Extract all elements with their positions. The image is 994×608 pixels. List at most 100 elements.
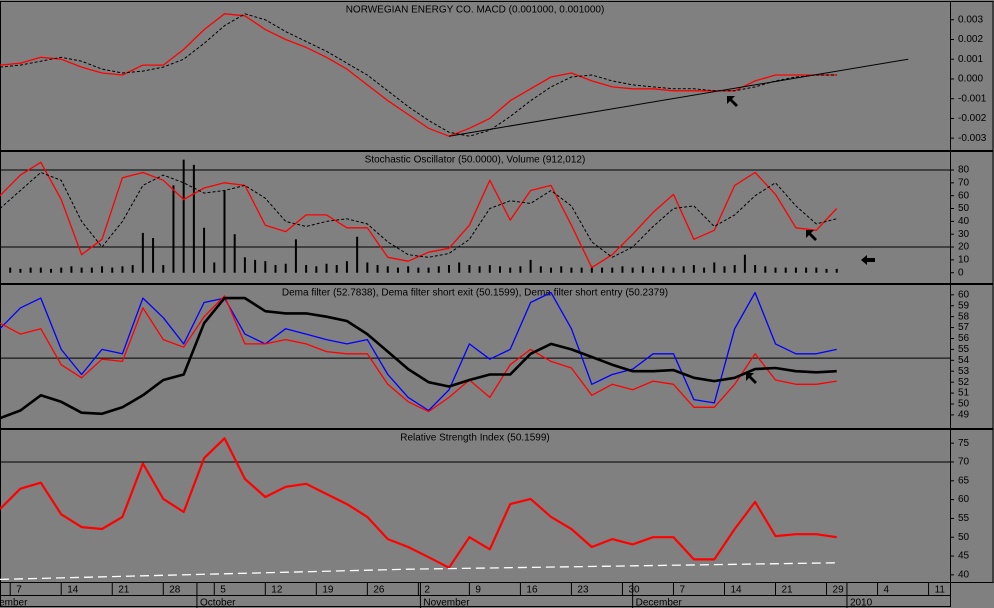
y-tick-label: 59 <box>958 300 970 311</box>
y-tick-label: -0.003 <box>958 133 987 144</box>
y-tick-label: 45 <box>958 551 970 562</box>
y-tick-label: 0.000 <box>958 74 983 85</box>
volume-bar <box>29 267 32 273</box>
volume-bar <box>121 266 124 273</box>
volume-bar <box>601 267 604 273</box>
volume-bar <box>305 265 308 273</box>
volume-bar <box>662 266 665 273</box>
volume-bar <box>784 267 787 273</box>
x-tick-label: 5 <box>220 585 226 596</box>
volume-bar <box>345 261 348 273</box>
y-tick-label: 60 <box>958 289 970 300</box>
volume-bar <box>50 268 53 273</box>
x-tick-label: 16 <box>526 585 538 596</box>
volume-bar <box>254 259 257 273</box>
volume-bar <box>274 265 277 273</box>
volume-bar <box>386 266 389 273</box>
y-tick-label: 70 <box>958 177 970 188</box>
panel-title: Dema filter (52.7838), Dema filter short… <box>282 288 668 299</box>
y-tick-label: 57 <box>958 322 970 333</box>
volume-bar <box>682 266 685 273</box>
x-tick-label: 14 <box>67 585 79 596</box>
y-tick-label: 20 <box>958 242 970 253</box>
y-tick-label: 75 <box>958 438 970 449</box>
x-tick-label: 29 <box>833 585 845 596</box>
series-line <box>0 295 837 413</box>
volume-bar <box>590 266 593 273</box>
volume-bar <box>233 234 236 273</box>
volume-bar <box>631 267 634 273</box>
volume-bar <box>529 259 532 273</box>
volume-bar <box>703 267 706 273</box>
volume-bar <box>39 267 42 273</box>
panel-title: Relative Strength Index (50.1599) <box>400 433 550 444</box>
y-tick-label: 0.003 <box>958 14 983 25</box>
volume-bar <box>743 254 746 273</box>
volume-bar <box>80 267 83 273</box>
axis-panel <box>950 284 994 429</box>
x-tick-label: 12 <box>271 585 283 596</box>
volume-bar <box>611 267 614 273</box>
volume-bar <box>437 266 440 273</box>
volume-bar <box>488 265 491 273</box>
x-axis-band <box>0 582 951 607</box>
volume-bar <box>692 265 695 273</box>
volume-bar <box>641 266 644 273</box>
volume-bar <box>580 267 583 273</box>
volume-bar <box>499 266 501 273</box>
volume-bar <box>19 268 22 273</box>
volume-bar <box>264 261 267 273</box>
volume-bar <box>131 265 134 273</box>
y-tick-label: 60 <box>958 494 970 505</box>
arrow <box>727 96 738 107</box>
y-tick-label: -0.002 <box>958 113 987 124</box>
axis-panel <box>950 429 994 583</box>
volume-bar <box>468 265 471 273</box>
x-tick-label: 21 <box>782 585 794 596</box>
y-tick-label: 55 <box>958 513 970 524</box>
x-tick-label: 9 <box>475 585 481 596</box>
volume-bar <box>458 262 461 273</box>
volume-bar <box>223 190 226 273</box>
volume-bar <box>243 257 246 273</box>
panel-title: NORWEGIAN ENERGY CO. MACD (0.001000, 0.0… <box>346 5 605 16</box>
volume-bar <box>203 227 206 273</box>
volume-bar <box>417 267 420 273</box>
volume-bar <box>152 238 155 273</box>
series-line <box>0 437 837 569</box>
volume-bar <box>805 267 808 273</box>
series-line <box>0 562 837 581</box>
series-line <box>448 58 909 137</box>
y-tick-label: 10 <box>958 255 970 266</box>
volume-bar <box>141 232 144 273</box>
series-line <box>0 13 837 137</box>
volume-bar <box>560 266 563 273</box>
series-line <box>0 291 837 412</box>
series-line <box>0 296 837 420</box>
volume-bar <box>172 185 175 273</box>
volume-bar <box>396 267 399 273</box>
volume-bar <box>9 267 12 273</box>
series-line <box>0 13 837 137</box>
volume-bar <box>315 266 318 273</box>
x-tick-label: 19 <box>322 585 334 596</box>
volume-bar <box>407 266 410 273</box>
y-tick-label: 51 <box>958 388 970 399</box>
volume-bar <box>284 263 287 273</box>
volume-bar <box>713 262 716 273</box>
volume-bar <box>825 268 828 273</box>
y-tick-label: 52 <box>958 377 970 388</box>
volume-bar <box>335 265 338 273</box>
volume-bar <box>652 267 655 273</box>
y-tick-label: 0 <box>958 267 964 278</box>
arrow <box>806 230 817 241</box>
x-tick-label: 14 <box>730 585 742 596</box>
volume-bar <box>101 266 104 273</box>
arrow <box>861 255 875 265</box>
y-tick-label: 80 <box>958 165 970 176</box>
y-tick-label: 60 <box>958 190 970 201</box>
y-tick-label: 49 <box>958 410 970 421</box>
y-tick-label: 65 <box>958 475 970 486</box>
